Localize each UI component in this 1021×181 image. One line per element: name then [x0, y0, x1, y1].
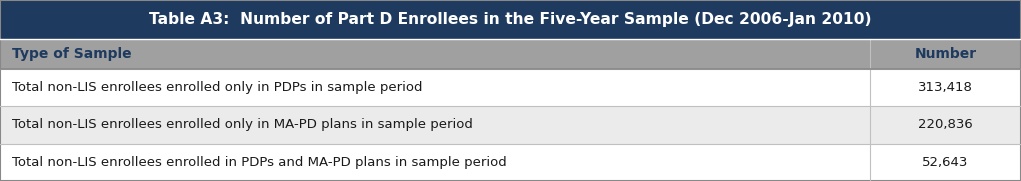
Text: Total non-LIS enrollees enrolled only in PDPs in sample period: Total non-LIS enrollees enrolled only in…: [12, 81, 423, 94]
Text: 313,418: 313,418: [918, 81, 973, 94]
Text: Total non-LIS enrollees enrolled only in MA-PD plans in sample period: Total non-LIS enrollees enrolled only in…: [12, 118, 473, 131]
Text: 220,836: 220,836: [918, 118, 973, 131]
Bar: [0, 106, 1021, 144]
Bar: [0, 69, 1021, 106]
Bar: [0, 144, 1021, 181]
Text: Table A3:  Number of Part D Enrollees in the Five-Year Sample (Dec 2006-Jan 2010: Table A3: Number of Part D Enrollees in …: [149, 12, 872, 27]
Text: Total non-LIS enrollees enrolled in PDPs and MA-PD plans in sample period: Total non-LIS enrollees enrolled in PDPs…: [12, 156, 507, 169]
Bar: [0, 39, 1021, 69]
Text: Number: Number: [915, 47, 976, 61]
Bar: [0, 0, 1021, 39]
Text: 52,643: 52,643: [922, 156, 969, 169]
Text: Type of Sample: Type of Sample: [12, 47, 132, 61]
